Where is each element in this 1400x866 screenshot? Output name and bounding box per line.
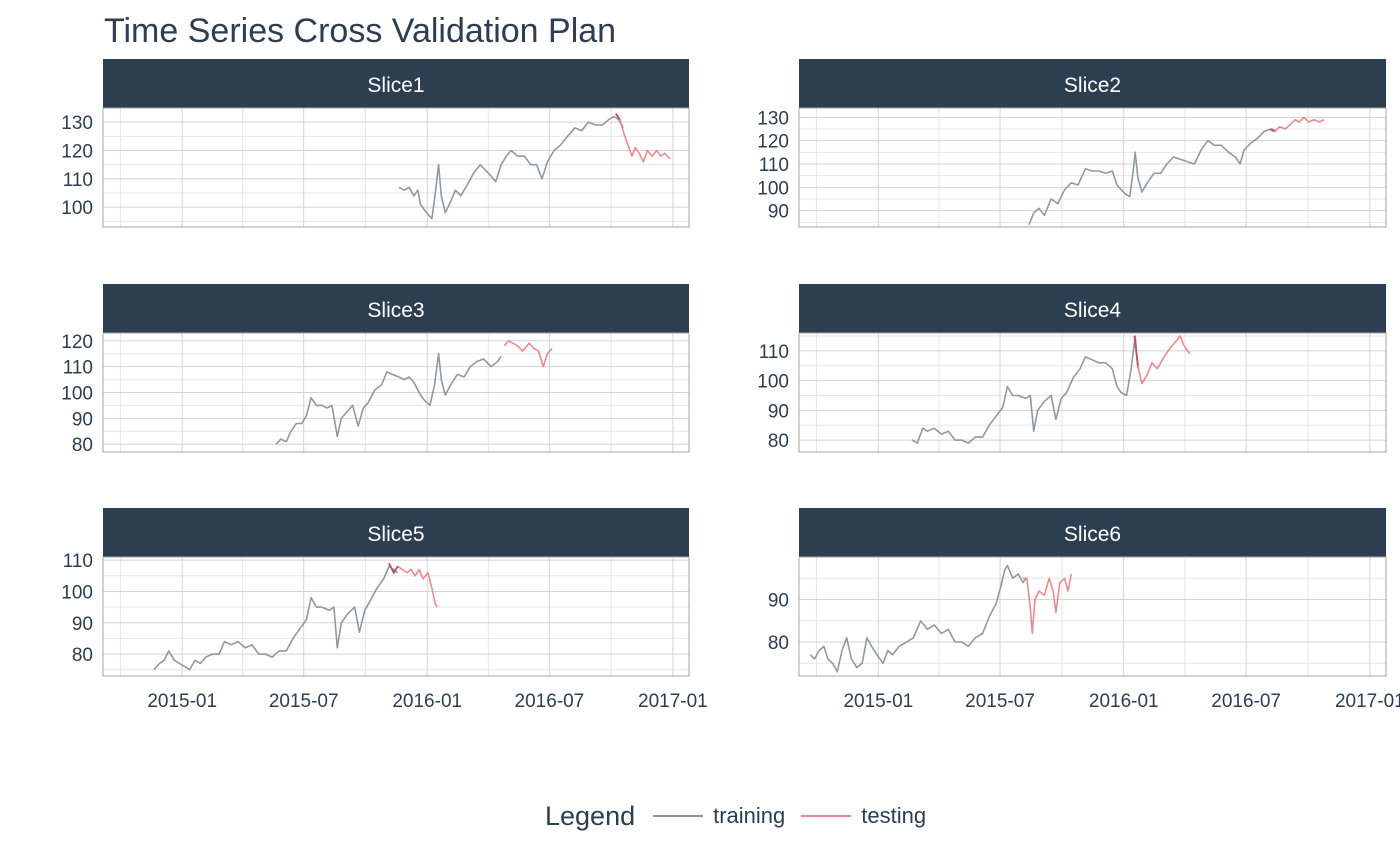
y-tick-label: 130 xyxy=(757,108,789,129)
facet-strip xyxy=(799,59,1386,108)
y-tick-label: 100 xyxy=(757,372,789,393)
y-tick-label: 80 xyxy=(768,431,789,452)
y-tick-label: 110 xyxy=(63,551,93,572)
y-tick-label: 100 xyxy=(61,582,93,603)
panel-slice1: Slice1 100 110 120 130 xyxy=(61,59,690,228)
y-tick-label: 120 xyxy=(61,142,93,163)
facet-strip-label: Slice6 xyxy=(1064,523,1121,546)
panel-border xyxy=(798,556,1387,677)
series-line-training xyxy=(398,115,624,220)
y-tick-label: 110 xyxy=(759,155,789,176)
legend: Legend training testing xyxy=(545,798,942,834)
facet-strip xyxy=(103,508,689,557)
y-tick-label: 90 xyxy=(768,591,789,612)
y-tick-label: 110 xyxy=(63,358,93,379)
panel-border xyxy=(102,107,690,228)
facet-strip-label: Slice1 xyxy=(367,74,424,97)
y-tick-label: 100 xyxy=(757,178,789,199)
y-tick-label: 110 xyxy=(759,342,789,363)
panel-border xyxy=(798,107,1387,228)
panel-slice3: Slice3 80 90 100 110 120 xyxy=(61,284,690,456)
x-tick-label: 2016-01 xyxy=(392,691,462,712)
legend-item-testing: testing xyxy=(801,803,926,829)
facet-strip xyxy=(799,508,1386,557)
y-tick-label: 80 xyxy=(768,633,789,654)
panel-slice6: Slice6 80 90 2015-01 2015-07 2016-01 2016-07 20… xyxy=(768,508,1400,712)
y-tick-label: 90 xyxy=(72,614,93,635)
y-tick-label: 90 xyxy=(768,401,789,422)
facet-strip-label: Slice3 xyxy=(367,299,424,322)
panel-border xyxy=(798,332,1387,453)
y-tick-label: 80 xyxy=(72,645,93,666)
y-tick-label: 120 xyxy=(757,132,789,153)
x-tick-label: 2016-07 xyxy=(515,691,585,712)
series-line-testing xyxy=(615,113,671,163)
series-line-training xyxy=(153,565,399,671)
x-tick-label: 2015-01 xyxy=(843,691,913,712)
x-tick-label: 2016-01 xyxy=(1089,691,1159,712)
facet-strip xyxy=(103,59,689,108)
legend-item-training: training xyxy=(653,803,785,829)
chart-title: Time Series Cross Validation Plan xyxy=(104,12,617,50)
x-tick-label: 2017-01 xyxy=(1335,691,1400,712)
x-tick-label: 2015-01 xyxy=(147,691,217,712)
x-tick-label: 2015-07 xyxy=(965,691,1035,712)
panel-slice5: Slice5 80 90 100 110 2015-01 2015-07 2016-01 201… xyxy=(61,508,708,712)
series-line-training xyxy=(1028,128,1277,225)
y-tick-label: 100 xyxy=(61,384,93,405)
y-tick-label: 90 xyxy=(72,409,93,430)
x-tick-label: 2017-01 xyxy=(638,691,708,712)
series-line-training xyxy=(809,564,1027,673)
panel-border xyxy=(102,332,690,453)
legend-key-training xyxy=(653,815,704,817)
x-tick-label: 2016-07 xyxy=(1211,691,1281,712)
legend-label-testing: testing xyxy=(861,803,927,828)
facet-strip-label: Slice2 xyxy=(1064,74,1121,97)
legend-title: Legend xyxy=(545,800,636,831)
panel-slice4: Slice4 80 90 100 110 xyxy=(757,284,1387,453)
legend-key-testing xyxy=(801,815,852,817)
legend-label-training: training xyxy=(713,803,786,828)
y-tick-label: 90 xyxy=(768,202,789,223)
series-line-testing xyxy=(503,339,553,368)
facet-strip xyxy=(799,284,1386,333)
series-line-overlap xyxy=(388,562,399,575)
series-line-testing xyxy=(1022,573,1073,635)
y-tick-label: 120 xyxy=(61,332,93,353)
y-tick-label: 80 xyxy=(72,435,93,456)
y-tick-label: 100 xyxy=(61,198,93,219)
series-line-overlap xyxy=(615,113,621,120)
series-line-testing xyxy=(1133,335,1191,385)
facet-strip xyxy=(103,284,689,333)
series-line-training xyxy=(275,352,502,445)
facet-strip-label: Slice4 xyxy=(1064,299,1122,322)
series-line-overlap xyxy=(1133,335,1139,366)
series-line-testing xyxy=(1269,116,1325,133)
series-line-training xyxy=(911,335,1139,444)
series-line-overlap xyxy=(1269,128,1275,133)
y-tick-label: 110 xyxy=(63,170,93,191)
panel-border xyxy=(102,556,690,677)
x-tick-label: 2015-07 xyxy=(269,691,339,712)
plot-area: Slice1100110120130Slice290100110120130Sl… xyxy=(61,59,1400,712)
facet-strip-label: Slice5 xyxy=(367,523,424,546)
y-tick-label: 130 xyxy=(61,113,93,134)
